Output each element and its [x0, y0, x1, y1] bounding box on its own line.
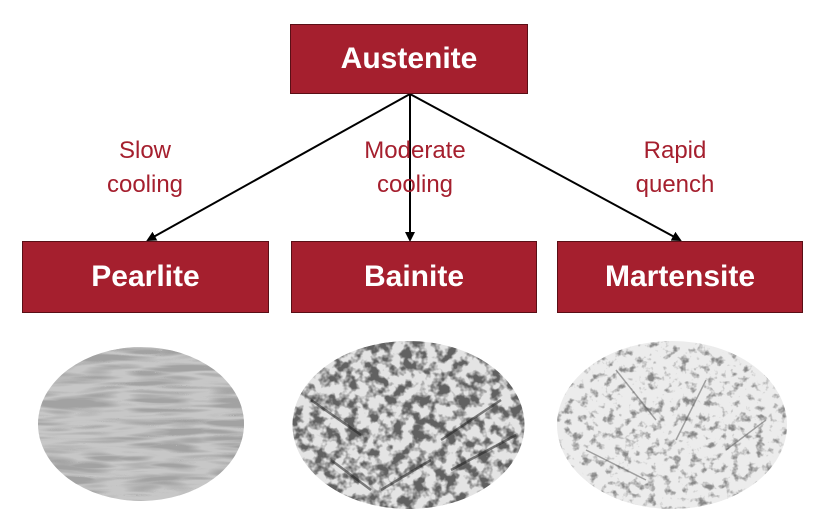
pearlite-micrograph — [38, 347, 244, 501]
bainite-label: Bainite — [363, 260, 465, 293]
bainite-micrograph — [292, 341, 525, 509]
rapid-quench-line2: quench — [635, 171, 715, 198]
martensite-label: Martensite — [604, 260, 756, 293]
slow-cooling-line2: cooling — [106, 171, 184, 198]
bainite-box: Bainite — [291, 241, 537, 313]
arrow-to-martensite — [409, 93, 682, 241]
pearlite-label: Pearlite — [91, 260, 200, 293]
austenite-label: Austenite — [340, 42, 478, 75]
slow-cooling-line1: Slow — [118, 137, 172, 164]
martensite-box: Martensite — [557, 241, 803, 313]
rapid-quench-line1: Rapid — [643, 137, 707, 164]
moderate-cooling-label: Moderate cooling — [340, 134, 490, 202]
rapid-quench-label: Rapid quench — [610, 134, 740, 202]
pearlite-box: Pearlite — [22, 241, 269, 313]
austenite-box: Austenite — [290, 24, 528, 94]
arrow-to-pearlite — [146, 93, 411, 241]
slow-cooling-label: Slow cooling — [80, 134, 210, 202]
martensite-micrograph — [557, 341, 787, 509]
moderate-cooling-line2: cooling — [376, 171, 454, 198]
moderate-cooling-line1: Moderate — [364, 137, 466, 164]
